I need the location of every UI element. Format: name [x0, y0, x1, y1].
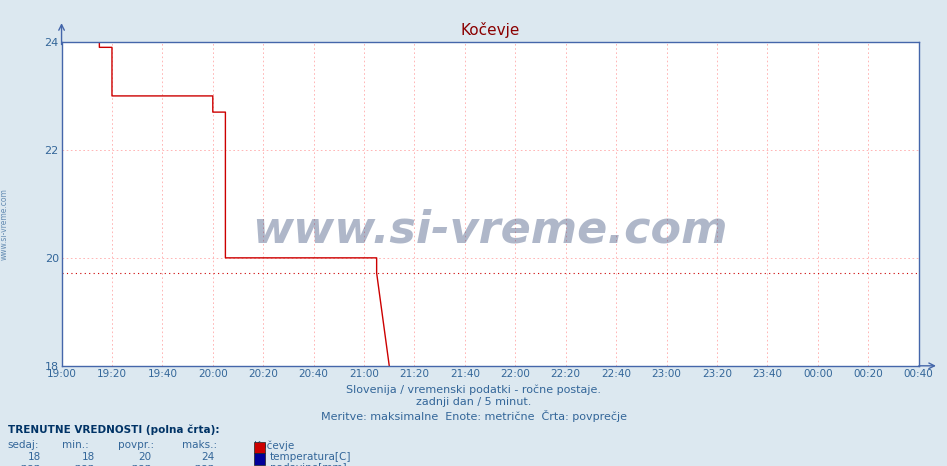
Text: zadnji dan / 5 minut.: zadnji dan / 5 minut. [416, 397, 531, 407]
Text: Meritve: maksimalne  Enote: metrične  Črta: povprečje: Meritve: maksimalne Enote: metrične Črta… [320, 410, 627, 422]
Text: -nan: -nan [128, 463, 152, 466]
Text: padavine[mm]: padavine[mm] [270, 463, 347, 466]
Text: TRENUTNE VREDNOSTI (polna črta):: TRENUTNE VREDNOSTI (polna črta): [8, 425, 219, 436]
Text: Kočevje: Kočevje [254, 440, 295, 451]
Text: www.si-vreme.com: www.si-vreme.com [252, 208, 728, 251]
Text: temperatura[C]: temperatura[C] [270, 452, 351, 462]
Title: Kočevje: Kočevje [460, 22, 520, 38]
Text: -nan: -nan [17, 463, 41, 466]
Text: www.si-vreme.com: www.si-vreme.com [0, 188, 9, 260]
Text: 18: 18 [81, 452, 95, 462]
Text: -nan: -nan [191, 463, 215, 466]
Text: Slovenija / vremenski podatki - ročne postaje.: Slovenija / vremenski podatki - ročne po… [346, 384, 601, 395]
Text: povpr.:: povpr.: [118, 440, 154, 450]
Text: sedaj:: sedaj: [8, 440, 39, 450]
Text: 24: 24 [202, 452, 215, 462]
Text: 20: 20 [138, 452, 152, 462]
Text: 18: 18 [27, 452, 41, 462]
Text: maks.:: maks.: [182, 440, 217, 450]
Text: -nan: -nan [71, 463, 95, 466]
Text: min.:: min.: [62, 440, 88, 450]
